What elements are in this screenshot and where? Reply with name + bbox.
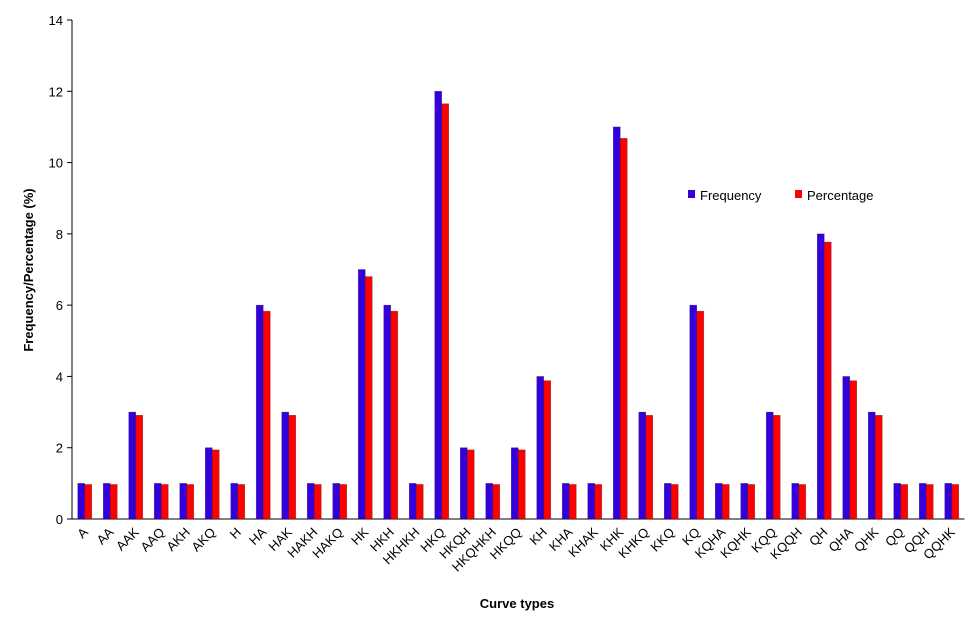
- bar: [390, 310, 399, 520]
- bar: [543, 380, 552, 520]
- bar: [510, 447, 519, 520]
- bar: [364, 276, 373, 520]
- y-tick-label: 2: [56, 441, 63, 456]
- bar: [211, 449, 220, 520]
- bar: [441, 103, 450, 520]
- bar: [893, 483, 902, 520]
- bar: [313, 484, 322, 520]
- bar: [696, 310, 705, 520]
- bar: [918, 483, 927, 520]
- bar: [663, 483, 672, 520]
- bar: [492, 484, 501, 520]
- bar: [587, 483, 596, 520]
- x-tick-label: A: [74, 524, 91, 541]
- bar: [408, 483, 417, 520]
- bar: [459, 447, 468, 520]
- bar: [153, 483, 162, 520]
- bar: [714, 483, 723, 520]
- bar: [772, 414, 781, 520]
- bar: [798, 484, 807, 520]
- bar: [434, 90, 443, 520]
- bar: [237, 484, 246, 520]
- bar: [186, 484, 195, 520]
- bar: [594, 484, 603, 520]
- bar: [288, 414, 297, 520]
- x-tick-label: AAQ: [137, 525, 167, 555]
- bar: [204, 447, 213, 520]
- bar: [561, 483, 570, 520]
- y-tick-label: 6: [56, 298, 63, 313]
- bar: [339, 484, 348, 520]
- bar: [332, 483, 341, 520]
- y-axis-label: Frequency/Percentage (%): [21, 188, 36, 351]
- bar: [670, 484, 679, 520]
- bar: [102, 483, 111, 520]
- bar: [84, 484, 93, 520]
- bar: [944, 483, 953, 520]
- bar: [689, 304, 698, 520]
- bar: [874, 414, 883, 520]
- bar: [816, 233, 825, 520]
- bar: [747, 484, 756, 520]
- bar: [383, 304, 392, 520]
- bar: [925, 484, 934, 520]
- x-axis-label: Curve types: [480, 596, 554, 611]
- bar: [638, 411, 647, 520]
- bar: [900, 484, 909, 520]
- bar: [281, 411, 290, 520]
- bar: [160, 484, 169, 520]
- bar: [842, 376, 851, 520]
- bar: [645, 414, 654, 520]
- y-tick-label: 14: [49, 13, 63, 28]
- legend-label: Frequency: [700, 188, 762, 203]
- bar: [262, 310, 271, 520]
- x-tick-label: QHK: [851, 524, 882, 555]
- bar: [867, 411, 876, 520]
- legend-swatch: [795, 190, 802, 198]
- y-tick-label: 0: [56, 512, 63, 527]
- bar: [357, 269, 366, 520]
- x-tick-label: AAK: [113, 524, 142, 553]
- bar: [230, 483, 239, 520]
- bar: [849, 380, 858, 520]
- bar: [77, 483, 86, 520]
- bar: [536, 376, 545, 520]
- bar: [109, 484, 118, 520]
- legend-swatch: [688, 190, 695, 198]
- x-tick-label: H: [227, 525, 244, 542]
- bar: [740, 483, 749, 520]
- bar: [466, 449, 475, 520]
- x-tick-label: KKQ: [647, 525, 677, 555]
- bar: [135, 414, 144, 520]
- bar: [255, 304, 264, 520]
- bar: [415, 484, 424, 520]
- bar: [306, 483, 315, 520]
- bar: [485, 483, 494, 520]
- bar: [823, 241, 832, 520]
- y-tick-label: 12: [49, 84, 63, 99]
- x-tick-label: KHAK: [565, 524, 601, 560]
- bar: [568, 484, 577, 520]
- bar: [619, 138, 628, 520]
- legend-label: Percentage: [807, 188, 874, 203]
- bar: [179, 483, 188, 520]
- y-tick-label: 10: [49, 156, 63, 171]
- bar: [951, 484, 960, 520]
- bar: [517, 449, 526, 520]
- x-tick-label: AKH: [163, 525, 193, 555]
- bar: [128, 411, 137, 520]
- bar: [791, 483, 800, 520]
- bar: [721, 484, 730, 520]
- y-tick-label: 8: [56, 227, 63, 242]
- bar: [612, 126, 621, 520]
- x-tick-label: AKQ: [188, 525, 218, 555]
- y-tick-label: 4: [56, 369, 63, 384]
- bar: [765, 411, 774, 520]
- x-tick-label: QHA: [825, 524, 856, 555]
